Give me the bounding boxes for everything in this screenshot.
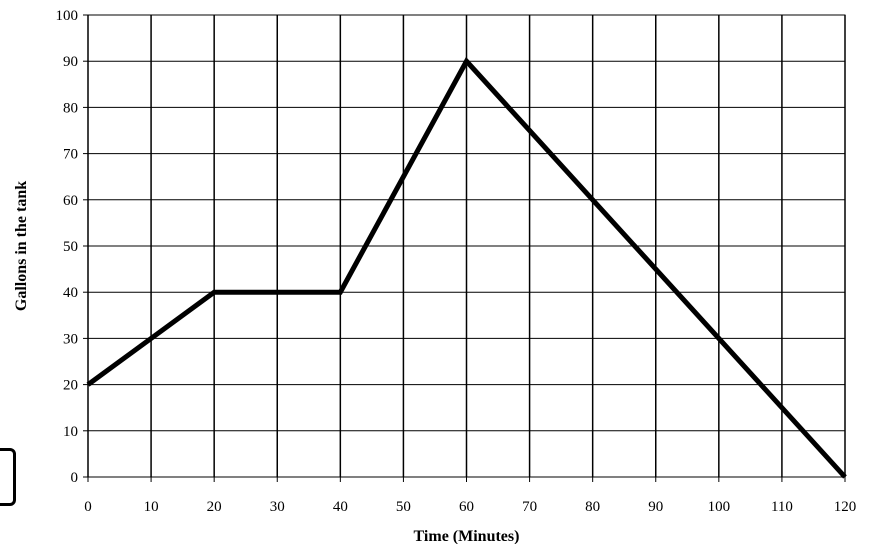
y-tick-label-0: 0 [71, 470, 79, 486]
x-tick-label-60: 60 [459, 499, 474, 515]
x-tick-label-120: 120 [834, 499, 857, 515]
y-tick-label-30: 30 [63, 331, 78, 347]
x-tick-label-110: 110 [771, 499, 793, 515]
y-tick-label-90: 90 [63, 54, 78, 70]
y-tick-label-40: 40 [63, 285, 78, 301]
y-tick-label-50: 50 [63, 239, 78, 255]
crop-bracket-decoration [0, 448, 16, 506]
y-tick-label-70: 70 [63, 147, 78, 163]
plot-area-frame [87, 14, 846, 478]
x-tick-label-30: 30 [270, 499, 285, 515]
y-axis-title: Gallons in the tank [13, 181, 30, 311]
vertical-gridlines [87, 15, 846, 482]
x-tick-label-100: 100 [708, 499, 731, 515]
y-tick-label-20: 20 [63, 378, 78, 394]
x-axis-title: Time (Minutes) [414, 528, 520, 544]
x-tick-label-80: 80 [585, 499, 600, 515]
x-tick-label-90: 90 [648, 499, 663, 515]
x-tick-label-40: 40 [333, 499, 348, 515]
x-tick-label-50: 50 [396, 499, 411, 515]
x-tick-label-10: 10 [144, 499, 159, 515]
x-tick-label-70: 70 [522, 499, 537, 515]
series-layer [86, 56, 847, 479]
x-tick-label-0: 0 [84, 499, 92, 515]
horizontal-gridlines [83, 14, 845, 478]
y-tick-label-80: 80 [63, 100, 78, 116]
y-tick-label-60: 60 [63, 193, 78, 209]
x-tick-label-20: 20 [207, 499, 222, 515]
x-axis-tick-labels: 0 10 20 30 40 50 60 70 80 90 100 110 120 [84, 499, 856, 515]
y-tick-label-10: 10 [63, 424, 78, 440]
y-tick-label-100: 100 [56, 8, 79, 24]
y-axis-tick-labels: 0 10 20 30 40 50 60 70 80 90 100 [56, 8, 79, 486]
